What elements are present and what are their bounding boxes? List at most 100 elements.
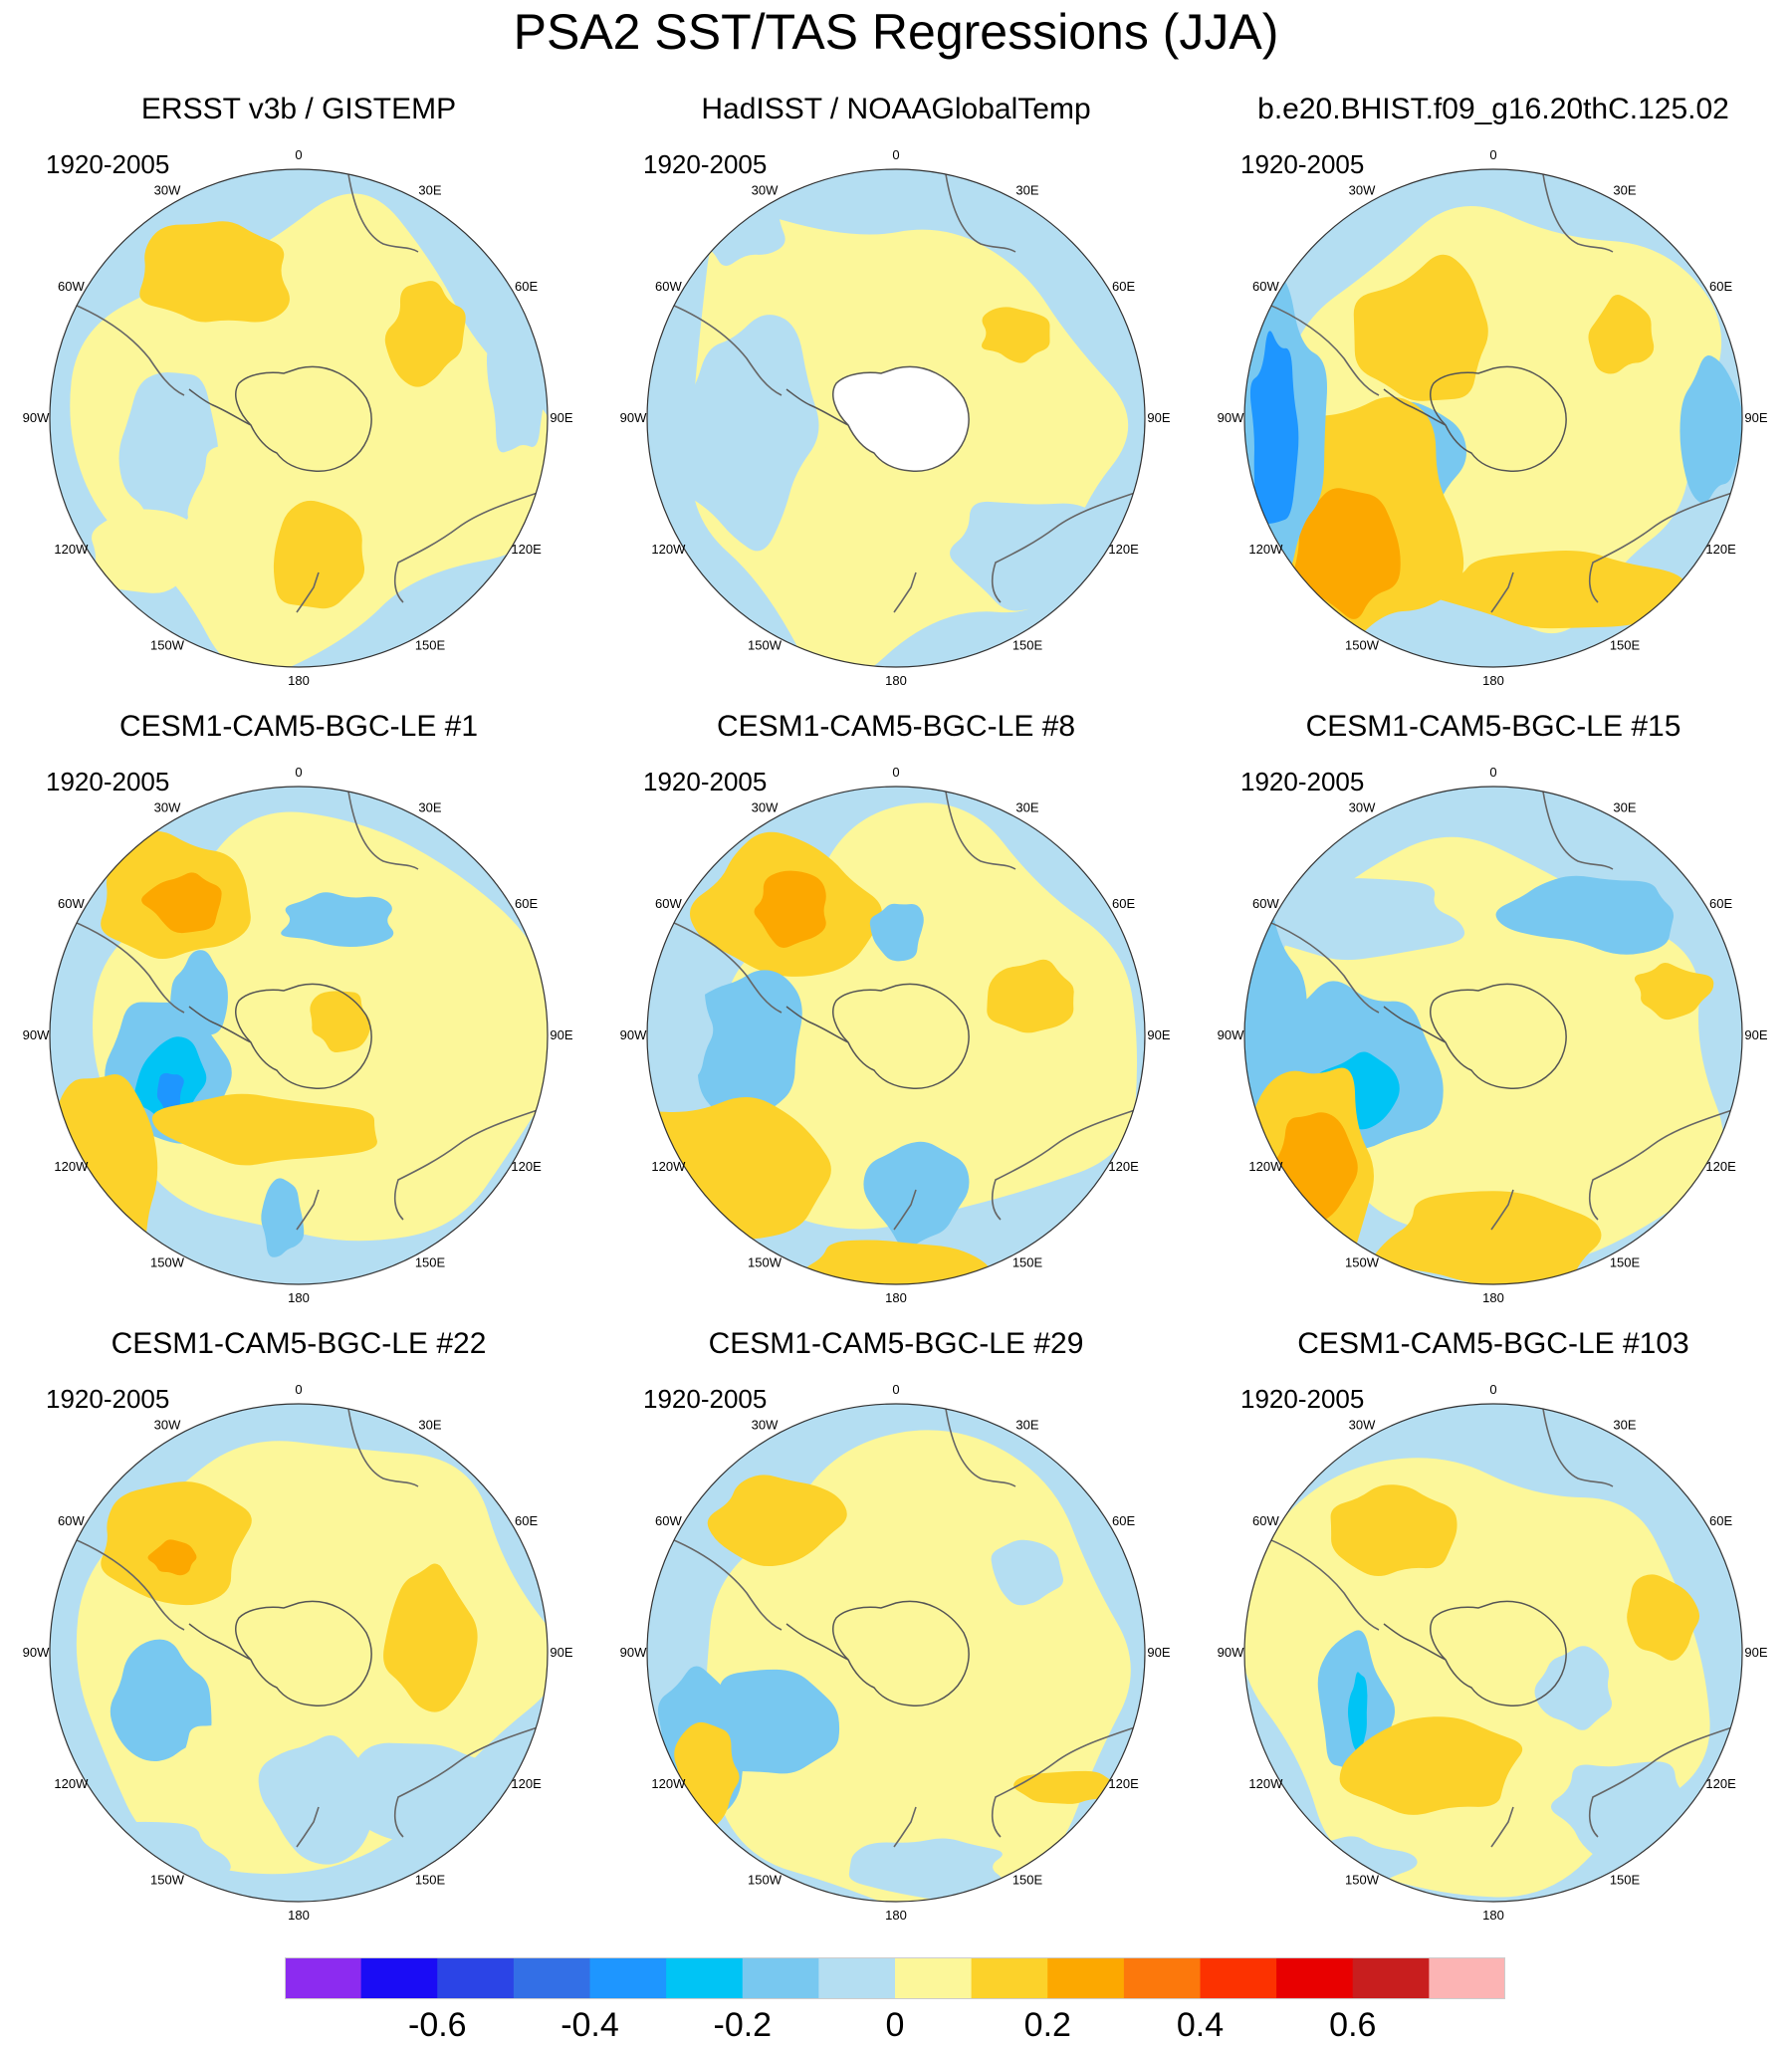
map-panel: CESM1-CAM5-BGC-LE #29 1920-2005 0 30E 60E 90E…	[597, 1235, 1195, 1923]
longitude-label: 30W	[154, 182, 181, 197]
africa-coastline	[1542, 1408, 1614, 1487]
longitude-label: 120E	[1108, 542, 1139, 557]
colorbar-swatch	[742, 1957, 819, 1999]
longitude-label: 120W	[54, 542, 89, 557]
longitude-label: 0	[295, 765, 302, 780]
australia-coastline	[991, 1726, 1136, 1838]
longitude-label: 180	[885, 1290, 907, 1305]
longitude-label: 120E	[1108, 1776, 1139, 1791]
map-boundary	[1243, 1403, 1743, 1903]
longitude-label: 150W	[1345, 638, 1380, 653]
longitude-label: 60E	[515, 1513, 538, 1528]
colorbar-border	[285, 1957, 1505, 1999]
anomaly-region	[156, 1072, 184, 1112]
africa-coastline	[347, 791, 419, 870]
colorbar-swatch	[895, 1957, 973, 1999]
longitude-label: 150W	[1345, 1255, 1380, 1270]
longitude-label: 30W	[1349, 799, 1376, 814]
antarctica-outline	[1430, 1600, 1567, 1706]
anomaly-region	[281, 892, 394, 947]
south-america-coastline	[656, 298, 783, 396]
longitude-label: 30E	[1015, 799, 1038, 814]
longitude-label: 150E	[415, 638, 446, 653]
panel-period: 1920-2005	[46, 767, 170, 796]
colorbar-swatch	[1200, 1957, 1277, 1999]
anomaly-region	[141, 872, 222, 934]
australia-coastline	[393, 492, 539, 603]
anomaly-region	[273, 500, 365, 609]
anomaly-region	[987, 959, 1074, 1033]
antarctica-outline	[235, 983, 372, 1089]
longitude-label: 120E	[511, 1159, 542, 1174]
australia-coastline	[1588, 1109, 1733, 1221]
antarctica-outline	[1430, 983, 1567, 1089]
map-boundary	[1243, 786, 1743, 1285]
longitude-label: 150E	[1012, 1873, 1043, 1888]
australia-coastline	[991, 1109, 1136, 1221]
polar-map: 0 30E 60E 90E 120E 150E 180 150W 120W 90W 60W 30W	[1218, 147, 1768, 688]
colorbar-swatch	[971, 1957, 1048, 1999]
longitude-label: 150W	[150, 1255, 185, 1270]
longitude-label: 90W	[620, 410, 647, 425]
south-america-coastline	[59, 298, 185, 396]
longitude-label: 30W	[752, 799, 779, 814]
antarctic-peninsula-outline	[188, 1006, 252, 1043]
colorbar-swatch	[818, 1957, 896, 1999]
anomaly-region	[1249, 331, 1299, 525]
anomaly-region	[1634, 962, 1714, 1021]
new-zealand-coastline	[1490, 1189, 1514, 1231]
longitude-label: 90E	[1147, 1027, 1170, 1042]
anomaly-region	[1013, 1770, 1120, 1804]
colorbar-swatch	[285, 1957, 362, 1999]
antarctic-peninsula-outline	[785, 1623, 849, 1661]
longitude-label: 90E	[550, 410, 572, 425]
panel-title: b.e20.BHIST.f09_g16.20thC.125.02	[1257, 93, 1729, 125]
anomaly-region	[1495, 875, 1675, 955]
anomaly-region	[139, 221, 290, 323]
antarctica-outline	[235, 1600, 372, 1706]
longitude-label: 60W	[58, 279, 85, 294]
panel-title: CESM1-CAM5-BGC-LE #8	[716, 710, 1076, 743]
anomaly-region	[384, 281, 466, 387]
colorbar-tick-label: 0	[885, 2006, 905, 2044]
longitude-label: 180	[885, 673, 907, 688]
australia-coastline	[1588, 492, 1733, 603]
panel-period: 1920-2005	[1240, 149, 1365, 179]
anomaly-region	[147, 1539, 197, 1576]
panel-period: 1920-2005	[46, 149, 170, 179]
colorbar-swatch	[1276, 1957, 1354, 1999]
longitude-label: 90E	[1744, 1645, 1767, 1660]
longitude-label: 30W	[1349, 182, 1376, 197]
anomaly-region	[1293, 488, 1401, 619]
africa-coastline	[945, 1408, 1016, 1487]
anomaly-region	[847, 1644, 941, 1725]
new-zealand-coastline	[893, 571, 917, 613]
longitude-label: 150W	[1345, 1873, 1380, 1888]
colorbar-tick-label: 0.4	[1176, 2006, 1225, 2044]
anomaly-region	[310, 991, 371, 1053]
longitude-label: 150E	[1012, 1255, 1043, 1270]
longitude-label: 60E	[1709, 896, 1732, 911]
longitude-label: 0	[892, 147, 899, 162]
longitude-label: 150W	[748, 638, 783, 653]
anomaly-region	[647, 968, 714, 1094]
map-boundary	[646, 1403, 1146, 1903]
africa-coastline	[347, 173, 419, 253]
longitude-label: 30W	[752, 182, 779, 197]
longitude-label: 120E	[1705, 1776, 1736, 1791]
antarctic-peninsula-outline	[785, 388, 849, 426]
new-zealand-coastline	[296, 1189, 320, 1231]
panel-period: 1920-2005	[643, 149, 768, 179]
longitude-label: 0	[295, 1382, 302, 1397]
antarctica-outline	[832, 365, 970, 472]
field-layer	[1244, 169, 1742, 667]
anomaly-region	[1588, 295, 1655, 374]
south-america-coastline	[1253, 915, 1380, 1014]
longitude-label: 90W	[620, 1027, 647, 1042]
longitude-label: 150E	[1610, 1873, 1641, 1888]
longitude-label: 60E	[1709, 279, 1732, 294]
longitude-label: 120W	[651, 1159, 686, 1174]
colorbar-tick-label: -0.2	[713, 2006, 773, 2044]
colorbar-swatch	[437, 1957, 515, 1999]
longitude-label: 150W	[150, 638, 185, 653]
